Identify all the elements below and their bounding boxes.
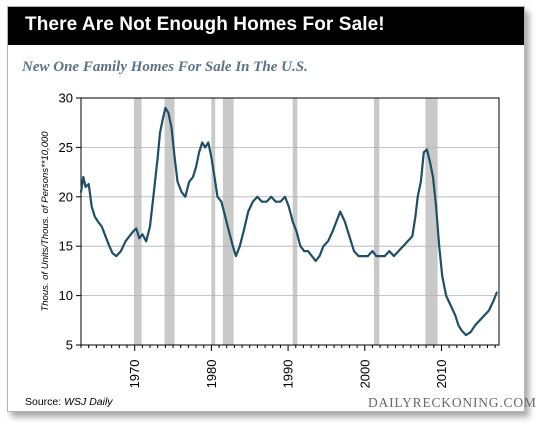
recession-band xyxy=(164,98,175,345)
gridlines xyxy=(81,146,499,297)
recession-band xyxy=(292,98,298,345)
y-axis: 5 10 15 20 25 30 xyxy=(59,91,81,353)
source-label: Source: xyxy=(25,396,65,408)
y-tick-label: 15 xyxy=(59,239,73,254)
recession-band xyxy=(425,98,438,345)
recession-bands xyxy=(133,98,438,345)
y-tick-label: 20 xyxy=(59,189,73,204)
chart-subtitle: New One Family Homes For Sale In The U.S… xyxy=(22,59,308,75)
x-tick-label: 2000 xyxy=(357,360,372,389)
x-tick-label: 2010 xyxy=(434,360,449,389)
recession-band xyxy=(133,98,142,345)
source-note: Source: WSJ Daily xyxy=(25,396,113,408)
chart-frame: There Are Not Enough Homes For Sale! New… xyxy=(7,6,536,412)
y-tick-label: 30 xyxy=(59,91,73,106)
y-tick-label: 25 xyxy=(59,140,73,155)
x-axis: 1970 1980 1990 2000 2010 xyxy=(80,345,496,389)
title-banner: There Are Not Enough Homes For Sale! xyxy=(8,7,524,45)
recession-band xyxy=(211,98,216,345)
recession-band xyxy=(373,98,380,345)
line-chart: 5 10 15 20 25 30 1970 1980 1990 2000 2010 Thous. … xyxy=(40,91,500,389)
y-tick-label: 5 xyxy=(66,338,73,353)
chart-title: There Are Not Enough Homes For Sale! xyxy=(25,14,385,35)
plot-area xyxy=(80,97,500,346)
x-tick-label: 1980 xyxy=(204,360,219,389)
brand-watermark: DAILYRECKONING.COM xyxy=(368,395,537,410)
y-tick-label: 10 xyxy=(59,288,73,303)
series-line xyxy=(79,106,498,337)
x-tick-label: 1990 xyxy=(281,360,296,389)
y-axis-title: Thous. of Units/Thous. of Persons**10,00… xyxy=(40,131,51,312)
x-tick-label: 1970 xyxy=(127,360,142,389)
recession-band xyxy=(222,98,234,345)
series-layer xyxy=(79,106,498,337)
source-name: WSJ Daily xyxy=(64,396,113,408)
